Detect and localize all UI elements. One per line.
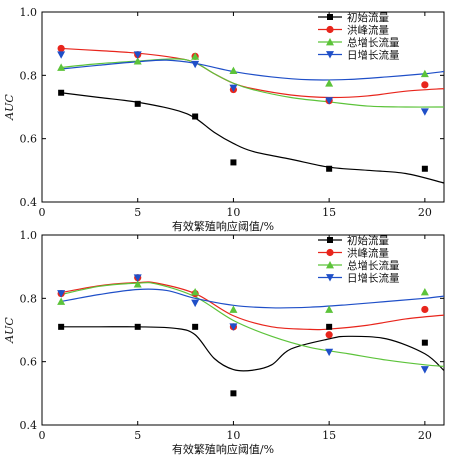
y-tick-label: 0.4 (20, 419, 38, 432)
data-point-series-4 (229, 84, 238, 92)
legend-marker (326, 248, 334, 257)
legend-label: 初始流量 (347, 234, 389, 247)
data-point-series-4 (420, 108, 429, 116)
legend-label: 洪峰流量 (347, 247, 389, 260)
legend-marker (326, 274, 334, 282)
x-tick-label: 20 (418, 429, 432, 442)
legend-label: 初始流量 (347, 11, 389, 24)
x-axis-title: 有效繁殖响应阈值/% (172, 442, 274, 456)
data-point-series-1 (192, 323, 199, 330)
data-point-series-4 (191, 299, 200, 308)
fit-curve-series-4 (61, 288, 444, 309)
data-point-series-3 (57, 63, 66, 71)
data-point-series-4 (191, 60, 200, 69)
data-point-series-1 (230, 390, 237, 397)
data-point-series-2 (421, 81, 429, 89)
x-tick-label: 0 (39, 206, 46, 219)
data-point-series-3 (133, 280, 142, 288)
y-tick-label: 0.8 (20, 292, 38, 305)
data-point-series-3 (229, 66, 238, 74)
legend-marker (326, 38, 334, 46)
x-axis-title: 有效繁殖响应阈值/% (172, 219, 274, 233)
x-tick-label: 15 (322, 206, 336, 219)
data-point-series-4 (325, 97, 334, 105)
data-point-series-4 (420, 366, 429, 374)
data-point-series-1 (58, 89, 65, 96)
data-point-series-1 (326, 323, 333, 330)
data-point-series-3 (420, 288, 429, 296)
data-point-series-1 (134, 323, 141, 330)
legend-label: 日增长流量 (347, 272, 400, 285)
legend-marker (326, 51, 334, 59)
x-tick-label: 10 (226, 206, 240, 219)
data-point-series-4 (325, 348, 334, 357)
data-point-series-3 (57, 297, 66, 305)
data-point-series-4 (229, 323, 238, 331)
data-point-series-1 (230, 159, 237, 166)
y-tick-label: 1.0 (20, 6, 38, 19)
data-point-series-3 (420, 69, 429, 78)
fit-curve-series-2 (61, 281, 444, 331)
legend-label: 总增长流量 (347, 259, 400, 272)
y-tick-label: 0.6 (20, 133, 38, 146)
y-tick-label: 0.4 (20, 196, 38, 209)
chart-panel-2: 0 5 10 15 20 0.4 0.6 0.8 1.0 有效繁殖响应阈值/% AUC 初始流量洪峰流… (3, 229, 445, 456)
legend-marker (326, 25, 334, 34)
legend-label: 总增长流量 (347, 36, 400, 49)
data-point-series-1 (326, 165, 333, 172)
data-point-series-1 (192, 113, 199, 120)
y-axis-title: AUC (3, 317, 16, 344)
data-point-series-3 (325, 79, 334, 87)
x-tick-label: 10 (226, 429, 240, 442)
data-point-series-4 (57, 290, 66, 298)
data-point-series-1 (421, 165, 428, 172)
legend-marker (327, 14, 333, 20)
legend-marker (326, 261, 334, 269)
plot-frame (41, 234, 445, 426)
data-point-series-3 (133, 57, 142, 65)
data-point-series-3 (229, 305, 238, 313)
fit-curve-series-1 (61, 326, 444, 372)
data-point-series-3 (325, 305, 334, 313)
x-tick-label: 5 (134, 429, 141, 442)
x-tick-label: 15 (322, 429, 336, 442)
data-point-series-1 (134, 100, 141, 107)
data-point-series-2 (421, 305, 429, 314)
y-tick-label: 0.8 (20, 69, 38, 82)
data-point-series-1 (58, 323, 65, 330)
data-point-series-1 (421, 339, 428, 346)
fit-curve-series-3 (61, 282, 444, 368)
x-tick-label: 5 (134, 206, 141, 219)
data-point-series-3 (191, 288, 200, 296)
data-point-series-2 (325, 331, 333, 339)
x-tick-label: 0 (39, 429, 46, 442)
fit-curve-series-4 (61, 59, 444, 81)
data-point-series-4 (133, 51, 142, 59)
legend-label: 日增长流量 (347, 49, 400, 62)
data-point-series-3 (191, 52, 200, 60)
data-point-series-4 (133, 274, 142, 282)
legend-marker (327, 237, 333, 243)
y-axis-title: AUC (3, 94, 16, 121)
y-tick-label: 1.0 (20, 229, 38, 242)
x-tick-label: 20 (418, 206, 432, 219)
y-tick-label: 0.6 (20, 356, 38, 369)
legend-label: 洪峰流量 (347, 24, 389, 37)
data-point-series-2 (57, 44, 65, 53)
data-point-series-4 (57, 51, 66, 59)
chart-panel-1: 0 5 10 15 20 0.4 0.6 0.8 1.0 有效繁殖响应阈值/% AUC 初始流量洪峰流… (3, 6, 445, 233)
